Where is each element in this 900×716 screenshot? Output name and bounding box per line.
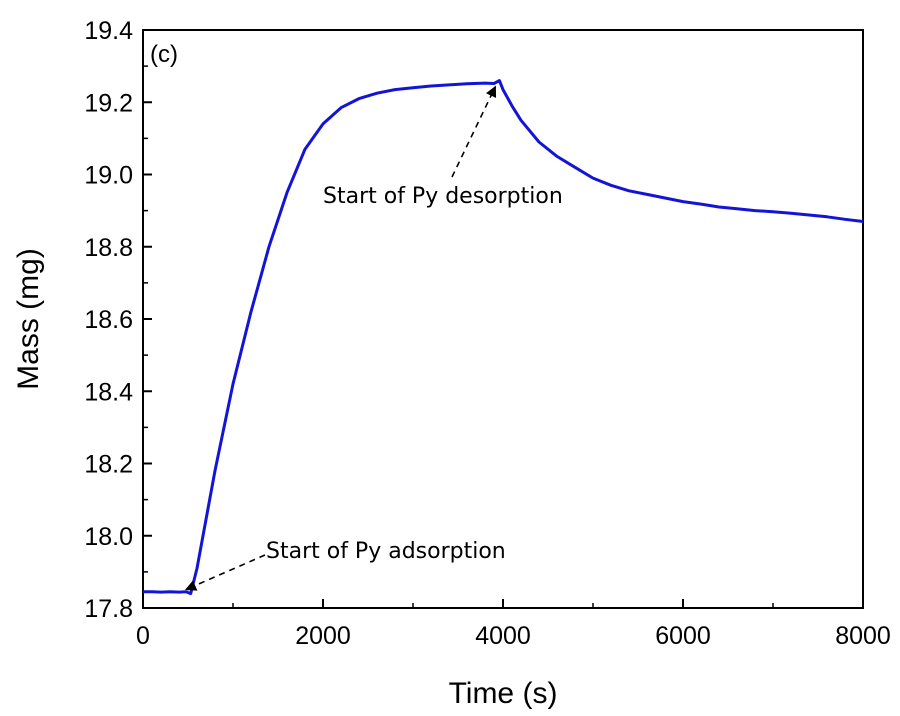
y-tick-label: 18.0 <box>84 523 133 551</box>
y-tick-label: 19.2 <box>84 89 133 117</box>
mass-series-line <box>143 79 864 596</box>
y-tick-label: 18.6 <box>84 306 133 334</box>
y-tick-label: 18.8 <box>84 234 133 262</box>
panel-label: (c) <box>150 41 178 68</box>
adsorption-annotation: Start of Py adsorption <box>266 539 506 564</box>
y-axis-title: Mass (mg) <box>12 248 45 390</box>
axis-ticks <box>142 29 864 609</box>
x-tick-label: 4000 <box>475 622 531 650</box>
desorption-annotation: Start of Py desorption <box>323 184 563 209</box>
x-tick-label: 2000 <box>295 622 351 650</box>
y-tick-label: 18.2 <box>84 451 133 479</box>
annotations: Start of Py adsorption Start of Py desorp… <box>184 85 563 591</box>
x-tick-label: 0 <box>136 622 150 650</box>
x-tick-label: 8000 <box>835 622 891 650</box>
y-tick-label: 18.4 <box>84 378 133 406</box>
desorption-arrow <box>451 85 497 178</box>
y-tick-label: 19.4 <box>84 17 133 45</box>
axis-tick-labels: 0 2000 4000 6000 8000 17.8 18.0 18.2 18.4 18.6 18.… <box>84 17 890 650</box>
x-axis-title: Time (s) <box>449 677 558 710</box>
x-tick-label: 6000 <box>655 622 711 650</box>
plot-frame <box>142 29 864 609</box>
y-tick-label: 17.8 <box>84 595 133 623</box>
adsorption-arrow <box>184 554 266 591</box>
y-tick-label: 19.0 <box>84 162 133 190</box>
